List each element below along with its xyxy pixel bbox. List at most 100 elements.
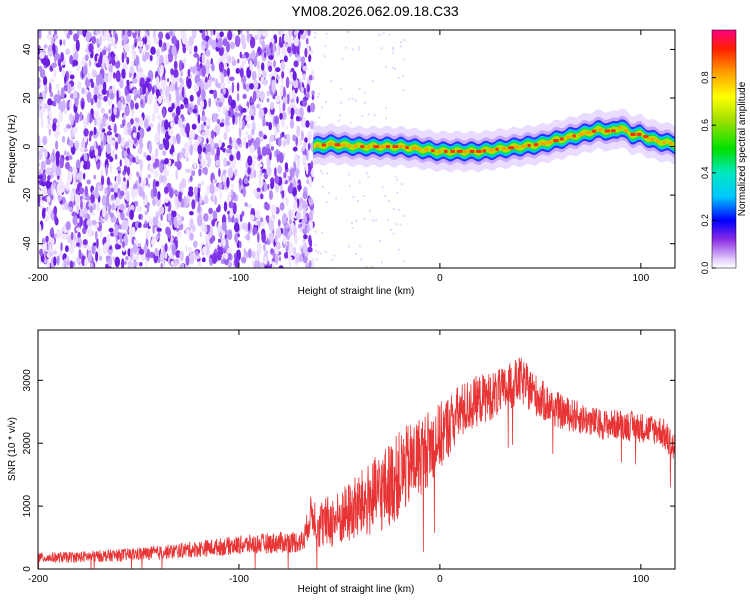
- y-tick-label: -20: [22, 187, 33, 202]
- noise-blob: [105, 143, 112, 155]
- noise-blob: [255, 51, 259, 58]
- noise-blob: [132, 261, 139, 266]
- noise-blob: [120, 136, 125, 148]
- noise-blob: [143, 176, 147, 186]
- noise-blob: [164, 53, 169, 66]
- noise-blob: [213, 178, 217, 184]
- noise-blob: [247, 221, 251, 232]
- noise-blob: [282, 235, 287, 245]
- noise-blob: [130, 82, 134, 89]
- noise-blob: [302, 96, 309, 101]
- noise-blob: [261, 146, 267, 157]
- ridge-peak: [366, 145, 370, 149]
- noise-blob: [296, 57, 301, 62]
- noise-blob: [249, 172, 255, 178]
- noise-blob: [139, 248, 145, 255]
- noise-dot: [363, 217, 366, 220]
- noise-dot: [363, 102, 366, 105]
- noise-blob: [295, 136, 299, 147]
- noise-blob: [79, 30, 83, 36]
- noise-blob: [52, 122, 57, 132]
- noise-blob: [257, 145, 261, 157]
- noise-blob: [77, 231, 81, 239]
- noise-blob: [201, 65, 207, 77]
- noise-blob: [134, 93, 141, 98]
- noise-blob: [193, 45, 198, 53]
- ridge-peak: [482, 149, 487, 153]
- ridge-peak: [456, 149, 463, 153]
- noise-region: [38, 30, 406, 268]
- noise-blob: [114, 256, 121, 268]
- noise-blob: [80, 200, 83, 210]
- noise-blob: [89, 205, 94, 213]
- noise-blob: [238, 177, 242, 187]
- noise-blob: [226, 177, 230, 189]
- noise-blob: [262, 79, 268, 86]
- noise-blob: [159, 163, 164, 174]
- noise-blob: [293, 30, 298, 36]
- noise-blob: [65, 48, 71, 56]
- noise-dot: [400, 41, 403, 44]
- noise-blob: [109, 212, 114, 219]
- noise-blob: [197, 81, 203, 87]
- colorbar-tick-label: 0.4: [700, 167, 710, 180]
- noise-blob: [293, 246, 297, 256]
- ridge-peak: [630, 132, 636, 136]
- noise-blob: [275, 67, 281, 73]
- noise-blob: [64, 201, 69, 211]
- noise-blob: [183, 97, 189, 105]
- noise-blob: [216, 118, 221, 125]
- noise-dot: [373, 114, 376, 117]
- noise-blob: [195, 250, 199, 256]
- noise-blob: [302, 242, 308, 254]
- noise-blob: [139, 170, 143, 178]
- noise-blob: [155, 215, 159, 226]
- noise-blob: [131, 156, 136, 163]
- noise-blob: [277, 219, 281, 227]
- noise-blob: [206, 143, 212, 153]
- noise-dot: [358, 244, 361, 247]
- noise-blob: [217, 222, 221, 235]
- noise-blob: [283, 252, 289, 259]
- noise-blob: [149, 164, 155, 173]
- noise-blob: [46, 34, 52, 40]
- noise-blob: [132, 89, 138, 95]
- noise-blob: [111, 54, 115, 66]
- noise-blob: [79, 111, 83, 122]
- noise-blob: [253, 189, 258, 196]
- noise-blob: [106, 185, 111, 197]
- noise-blob: [304, 30, 308, 38]
- noise-blob: [222, 169, 227, 175]
- noise-blob: [168, 31, 173, 36]
- noise-blob: [223, 132, 228, 141]
- noise-blob: [124, 260, 127, 265]
- noise-dot: [347, 31, 349, 33]
- noise-blob: [245, 115, 251, 122]
- noise-dot: [388, 33, 391, 36]
- noise-blob: [62, 60, 65, 66]
- noise-blob: [206, 66, 210, 76]
- noise-blob: [165, 226, 171, 236]
- noise-blob: [152, 86, 155, 95]
- noise-blob: [232, 33, 237, 40]
- noise-blob: [130, 99, 135, 110]
- noise-blob: [197, 136, 203, 143]
- noise-blob: [232, 137, 236, 142]
- noise-blob: [65, 180, 70, 192]
- noise-blob: [256, 242, 263, 254]
- noise-blob: [172, 152, 175, 157]
- noise-blob: [283, 55, 288, 63]
- noise-blob: [303, 234, 308, 240]
- noise-blob: [179, 83, 183, 92]
- noise-blob: [205, 117, 211, 127]
- noise-blob: [106, 90, 110, 98]
- noise-blob: [59, 65, 62, 72]
- noise-blob: [106, 131, 113, 136]
- noise-blob: [90, 211, 96, 216]
- noise-blob: [109, 115, 112, 122]
- noise-blob: [271, 261, 275, 268]
- noise-dot: [344, 46, 347, 49]
- noise-blob: [53, 256, 57, 266]
- noise-blob: [126, 79, 130, 86]
- noise-blob: [88, 43, 94, 53]
